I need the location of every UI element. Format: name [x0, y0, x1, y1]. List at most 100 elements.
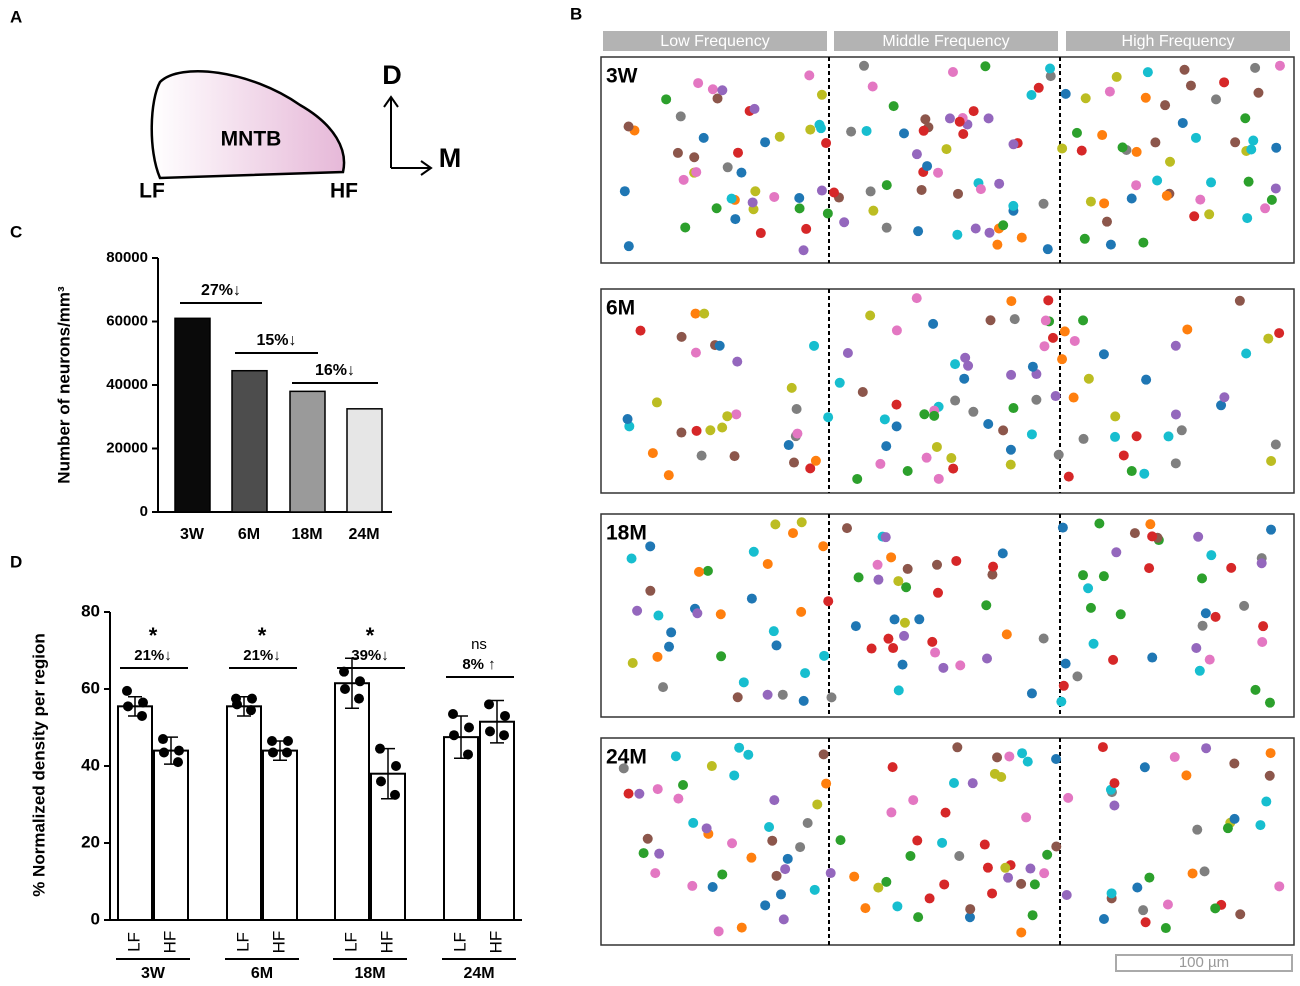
band-label: High Frequency [1122, 33, 1235, 50]
neuron-dot [1061, 889, 1072, 900]
neuron-dot [623, 121, 634, 132]
neuron-dot [959, 373, 970, 384]
neuron-dot [1204, 654, 1215, 665]
y-tick-label: 40000 [106, 376, 148, 393]
neuron-dot [707, 882, 718, 893]
neuron-dot [982, 653, 993, 664]
neuron-dot [792, 428, 803, 439]
neuron-dot [1099, 198, 1110, 209]
neuron-dot [998, 220, 1009, 231]
neuron-dot [795, 842, 806, 853]
neuron-dot [892, 901, 903, 912]
neuron-dot [1144, 872, 1155, 883]
neuron-dot [859, 60, 870, 71]
neuron-dot [828, 187, 839, 198]
neuron-dot [762, 689, 773, 700]
neuron-dot [768, 626, 779, 637]
neuron-dot [1043, 295, 1054, 306]
neuron-dot [738, 677, 749, 688]
neuron-dot [1108, 654, 1119, 665]
neuron-dot [819, 650, 830, 661]
neuron-dot [1219, 392, 1230, 403]
neuron-dot [692, 608, 703, 619]
neuron-dot [800, 668, 811, 679]
neuron-dot [908, 795, 919, 806]
neuron-dot [1016, 927, 1027, 938]
neuron-dot [748, 546, 759, 557]
neuron-dot [663, 470, 674, 481]
dorsal-label: D [382, 60, 402, 90]
neuron-dot [1193, 531, 1204, 542]
neuron-dot [963, 360, 974, 371]
neuron-dot [1266, 194, 1277, 205]
neuron-dot [899, 617, 910, 628]
neuron-dot [1008, 139, 1019, 150]
neuron-dot [1261, 796, 1272, 807]
x-sub-label: LF [233, 932, 252, 952]
y-tick-label: 80000 [106, 249, 148, 266]
neuron-dot [798, 695, 809, 706]
neuron-dot [805, 124, 816, 135]
neuron-dot [1025, 863, 1036, 874]
neuron-dot [1029, 879, 1040, 890]
neuron-dot [987, 888, 998, 899]
bar [174, 317, 211, 513]
neuron-dot [726, 193, 737, 204]
neuron-dot [1110, 411, 1121, 422]
y-tick-label: 0 [140, 503, 148, 520]
data-point [339, 666, 349, 677]
band-header [834, 31, 1058, 51]
comparison-label: 16%↓ [315, 362, 355, 379]
data-point [159, 747, 169, 758]
neuron-dot [883, 633, 894, 644]
neuron-dot [1000, 862, 1011, 873]
neuron-dot [733, 147, 744, 158]
neuron-dot [979, 839, 990, 850]
neuron-dot [712, 93, 723, 104]
neuron-dot [1022, 756, 1033, 767]
neuron-dot [931, 441, 942, 452]
neuron-dot [861, 125, 872, 136]
neuron-dot [707, 84, 718, 95]
x-tick-label: 18M [354, 965, 385, 982]
significance-label: * [149, 623, 158, 648]
neuron-dot [867, 81, 878, 92]
neuron-dot [1109, 800, 1120, 811]
data-point [499, 730, 509, 741]
neuron-dot [1071, 127, 1082, 138]
neuron-dot [716, 651, 727, 662]
neuron-dot [780, 864, 791, 875]
neuron-dot [1260, 203, 1271, 214]
y-axis-label: % Normalized density per region [29, 633, 48, 897]
neuron-dot [822, 208, 833, 219]
neuron-dot [722, 411, 733, 422]
neuron-dot [678, 174, 689, 185]
bar [289, 390, 326, 513]
age-box [600, 737, 1295, 946]
neuron-dot [688, 817, 699, 828]
neuron-dot [818, 749, 829, 760]
neuron-dot [899, 128, 910, 139]
neuron-dot [983, 113, 994, 124]
comparison-label: 21%↓ [134, 647, 172, 664]
neuron-dot [921, 452, 932, 463]
neuron-dot [980, 61, 991, 72]
neuron-dot [715, 609, 726, 620]
neuron-dot [913, 912, 924, 923]
hf-label: HF [330, 180, 358, 203]
neuron-dot [1039, 341, 1050, 352]
neuron-dot [1271, 142, 1282, 153]
neuron-dot [1240, 113, 1251, 124]
neuron-dot [796, 606, 807, 617]
neuron-dot [770, 519, 781, 530]
neuron-dot [1270, 183, 1281, 194]
x-tick-label: 6M [251, 965, 273, 982]
neuron-dot [769, 191, 780, 202]
neuron-dot [1132, 882, 1143, 893]
neuron-dot [634, 788, 645, 799]
neuron-dot [1170, 458, 1181, 469]
y-tick-label: 40 [81, 755, 100, 774]
neuron-dot [1005, 459, 1016, 470]
neuron-dot [722, 162, 733, 173]
neuron-dot [933, 167, 944, 178]
